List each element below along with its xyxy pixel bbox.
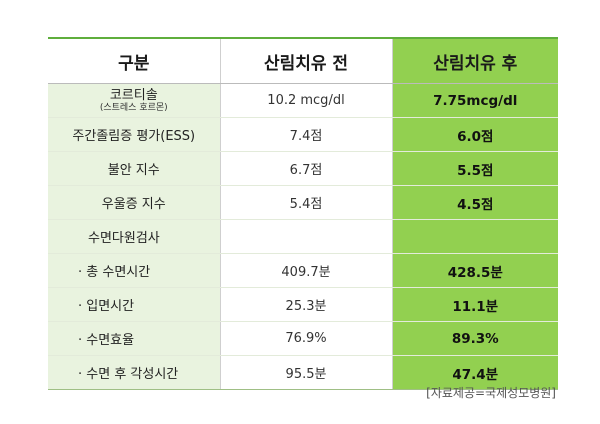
value-after: 11.1분 [392, 287, 558, 322]
table-row-ess: 주간졸림증 평가(ESS) 7.4점 6.0점 [48, 117, 558, 152]
row-label-sub: (스트레스 호르몬) [99, 102, 168, 113]
table-row-anxiety: 불안 지수 6.7점 5.5점 [48, 151, 558, 186]
value-after: 5.5점 [392, 151, 558, 186]
table-row-cortisol: 코르티솔 (스트레스 호르몬) 10.2 mcg/dl 7.75mcg/dl [48, 83, 558, 118]
value-before: 6.7점 [220, 151, 393, 186]
value-before: 95.5분 [220, 355, 393, 390]
row-label-main: 코르티솔 [109, 87, 158, 103]
header-row: 구분 산림치유 전 산림치유 후 [48, 38, 558, 84]
header-before: 산림치유 전 [220, 38, 393, 84]
value-before [220, 219, 393, 254]
value-after: 4.5점 [392, 185, 558, 220]
row-label: · 수면효율 [48, 321, 221, 356]
row-label: 우울증 지수 [48, 185, 221, 220]
value-before: 25.3분 [220, 287, 393, 322]
header-category: 구분 [48, 38, 221, 84]
value-after [392, 219, 558, 254]
value-before: 7.4점 [220, 117, 393, 152]
table-row-sleep-onset: · 입면시간 25.3분 11.1분 [48, 287, 558, 322]
table-row-sleep-efficiency: · 수면효율 76.9% 89.3% [48, 321, 558, 356]
value-after: 47.4분 [392, 355, 558, 390]
row-label: · 입면시간 [48, 287, 221, 322]
value-before: 409.7분 [220, 253, 393, 288]
value-after: 7.75mcg/dl [392, 83, 558, 118]
table-row-psg-header: 수면다원검사 [48, 219, 558, 254]
comparison-table: 구분 산림치유 전 산림치유 후 코르티솔 (스트레스 호르몬) 10.2 mc… [48, 37, 558, 390]
table-row-wake-after-sleep: · 수면 후 각성시간 95.5분 47.4분 [48, 355, 558, 390]
value-after: 89.3% [392, 321, 558, 356]
table-row-depression: 우울증 지수 5.4점 4.5점 [48, 185, 558, 220]
value-after: 428.5분 [392, 253, 558, 288]
value-after: 6.0점 [392, 117, 558, 152]
row-label: · 총 수면시간 [48, 253, 221, 288]
value-before: 76.9% [220, 321, 393, 356]
row-label: 주간졸림증 평가(ESS) [48, 117, 221, 152]
source-credit: [자료제공=국제성모병원] [426, 386, 556, 400]
value-before: 5.4점 [220, 185, 393, 220]
row-label: 불안 지수 [48, 151, 221, 186]
table-row-total-sleep: · 총 수면시간 409.7분 428.5분 [48, 253, 558, 288]
row-label: 코르티솔 (스트레스 호르몬) [48, 83, 221, 118]
row-label: · 수면 후 각성시간 [48, 355, 221, 390]
row-label: 수면다원검사 [48, 219, 221, 254]
value-before: 10.2 mcg/dl [220, 83, 393, 118]
header-after: 산림치유 후 [392, 38, 558, 84]
